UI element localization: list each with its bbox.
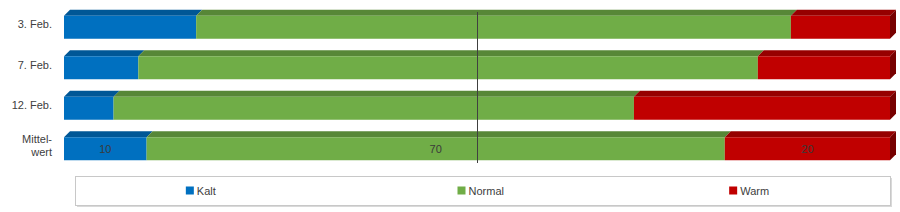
bar-front [758, 56, 890, 79]
bar-front [64, 16, 196, 39]
data-label: 10 [99, 143, 111, 155]
chart-container: 3. Feb. 7. Feb. 12. Feb. Mittel-wert 10 70 20 K… [0, 0, 900, 212]
bar-segment [64, 50, 144, 79]
data-label: 70 [430, 143, 442, 155]
bar-top [64, 50, 144, 56]
category-label: 12. Feb. [12, 99, 52, 111]
grid-line [477, 12, 478, 163]
bar-segment [114, 91, 640, 120]
category-label: 3. Feb. [18, 18, 52, 30]
bar-segment [791, 10, 896, 39]
bar-front [138, 56, 758, 79]
bar-front [147, 137, 725, 160]
category-label-line: 12. Feb. [12, 99, 52, 111]
bar-top [196, 10, 797, 16]
bar-front [634, 97, 890, 120]
bar-side [890, 91, 896, 120]
bar-segment [758, 50, 896, 79]
bar-segment [147, 131, 731, 160]
category-label-line: Mittel- [22, 133, 52, 145]
bar-segment [196, 10, 797, 39]
legend-swatch [458, 187, 466, 195]
bar-side [890, 50, 896, 79]
data-label: 20 [801, 143, 813, 155]
bar-segment [64, 10, 202, 39]
bar-segment [138, 50, 764, 79]
bar-top [138, 50, 764, 56]
bar-segment [634, 91, 896, 120]
legend-swatch [186, 187, 194, 195]
bar-top [725, 131, 896, 137]
legend-box [76, 177, 891, 206]
bars [64, 10, 896, 161]
bar-top [114, 91, 640, 97]
legend-label: Normal [469, 185, 504, 197]
bar-side [890, 131, 896, 160]
bar-front [114, 97, 634, 120]
category-label: Mittel-wert [22, 133, 52, 158]
legend-swatch [729, 187, 737, 195]
category-label-line: wert [30, 146, 52, 158]
bar-front [64, 97, 114, 120]
data-labels: 10 70 20 [99, 143, 813, 155]
bar-top [64, 131, 153, 137]
bar-front [725, 137, 890, 160]
bar-front [64, 56, 138, 79]
bar-front [64, 137, 147, 160]
bar-top [791, 10, 896, 16]
legend-label: Kalt [197, 185, 216, 197]
grid [477, 12, 478, 163]
category-label-line: 3. Feb. [18, 18, 52, 30]
bar-top [64, 10, 202, 16]
legend: Kalt Normal Warm [76, 177, 893, 208]
bar-top [64, 91, 120, 97]
bar-side [890, 10, 896, 39]
bar-front [791, 16, 890, 39]
bar-front [196, 16, 791, 39]
category-label: 7. Feb. [18, 59, 52, 71]
bar-top [147, 131, 731, 137]
bar-segment [64, 131, 153, 160]
bar-segment [64, 91, 120, 120]
bar-top [758, 50, 896, 56]
chart: 3. Feb. 7. Feb. 12. Feb. Mittel-wert 10 70 20 K… [0, 0, 900, 212]
legend-label: Warm [740, 185, 769, 197]
bar-top [634, 91, 896, 97]
category-label-line: 7. Feb. [18, 59, 52, 71]
page: {"chart_data": { "type": "bar", "orienta… [0, 0, 900, 212]
bar-segment [725, 131, 896, 160]
